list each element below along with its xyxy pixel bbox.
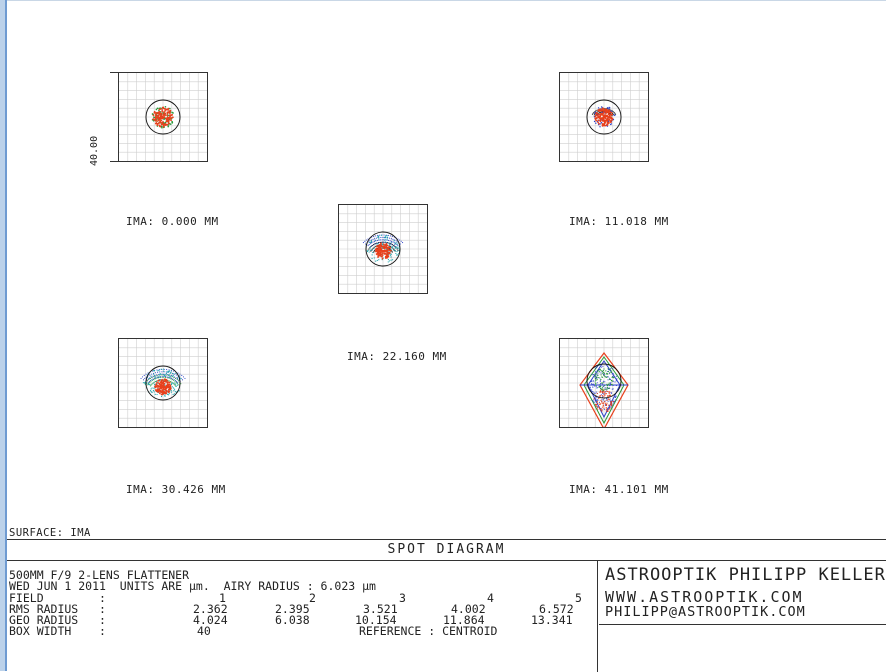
colon-box: :	[99, 624, 106, 638]
brand-divider	[599, 624, 886, 625]
ray-dots	[152, 106, 174, 128]
grid-lines	[119, 73, 207, 161]
rms-value: 2.362	[193, 602, 228, 616]
scale-label: 40.00	[89, 135, 100, 166]
airy-disk	[145, 365, 181, 401]
spot-label-2: IMA: 11.018 MM	[569, 215, 669, 228]
airy-disk	[586, 99, 622, 135]
rms-value: 6.572	[539, 602, 574, 616]
brand-website: WWW.ASTROOPTIK.COM	[605, 588, 804, 606]
box-width-value: 40	[197, 624, 211, 638]
airy-disk	[145, 99, 181, 135]
colon-rms: :	[99, 602, 106, 616]
info-block: 500MM F/9 2-LENS FLATTENER WED JUN 1 201…	[7, 560, 598, 672]
spot-box-2	[559, 72, 649, 162]
geo-value: 4.024	[193, 613, 228, 627]
airy-disk	[586, 363, 622, 399]
surface-label: SURFACE: IMA	[9, 527, 91, 539]
spot-label-5: IMA: 41.101 MM	[569, 483, 669, 496]
spot-box-5	[559, 338, 649, 428]
geo-value: 13.341	[531, 613, 573, 627]
spot-plot-5	[560, 339, 648, 427]
brand-block: ASTROOPTIK PHILIPP KELLER WWW.ASTROOPTIK…	[599, 560, 886, 672]
rms-value: 2.395	[275, 602, 310, 616]
brand-email: PHILIPP@ASTROOPTIK.COM	[605, 604, 806, 620]
info-line-1: 500MM F/9 2-LENS FLATTENER	[9, 568, 190, 582]
spot-label-4: IMA: 30.426 MM	[126, 483, 226, 496]
ray-dots	[593, 368, 615, 391]
ray-dots	[154, 378, 172, 396]
geo-value: 11.864	[443, 613, 485, 627]
reference-value: REFERENCE : CENTROID	[359, 624, 498, 638]
spot-label-1: IMA: 0.000 MM	[126, 215, 219, 228]
diagram-title: SPOT DIAGRAM	[7, 540, 886, 561]
info-table: SPOT DIAGRAM 500MM F/9 2-LENS FLATTENER …	[7, 539, 886, 672]
ray-dots	[374, 242, 392, 260]
field-value: 3	[399, 591, 406, 605]
info-line-2: WED JUN 1 2011 UNITS ARE µm. AIRY RADIUS…	[9, 579, 376, 593]
scale-tick-top	[110, 72, 118, 73]
window-left-edge	[0, 0, 7, 671]
spot-plot-3	[339, 205, 427, 293]
airy-disk	[365, 231, 401, 267]
window-top-edge	[7, 0, 886, 4]
colon-field: :	[99, 591, 106, 605]
field-value: 5	[575, 591, 582, 605]
rms-value: 3.521	[363, 602, 398, 616]
geo-value: 10.154	[355, 613, 397, 627]
box-width-label: BOX WIDTH	[9, 624, 72, 638]
spot-plot-1	[119, 73, 207, 161]
ray-dots	[594, 107, 614, 127]
field-value: 4	[487, 591, 494, 605]
field-label: FIELD	[9, 591, 44, 605]
brand-name: ASTROOPTIK PHILIPP KELLER	[605, 565, 886, 585]
spot-plot-4	[119, 339, 207, 427]
rms-label: RMS RADIUS	[9, 602, 79, 616]
spot-box-4	[118, 338, 208, 428]
rms-value: 4.002	[451, 602, 486, 616]
spot-box-1	[118, 72, 208, 162]
field-value: 2	[309, 591, 316, 605]
scale-tick-bottom	[110, 161, 118, 162]
field-value: 1	[219, 591, 226, 605]
grid-lines	[339, 205, 427, 293]
geo-label: GEO RADIUS	[9, 613, 79, 627]
spot-plot-2	[560, 73, 648, 161]
colon-geo: :	[99, 613, 106, 627]
ray-dots	[589, 363, 618, 411]
spot-label-3: IMA: 22.160 MM	[347, 350, 447, 363]
geo-value: 6.038	[275, 613, 310, 627]
spot-box-3	[338, 204, 428, 294]
